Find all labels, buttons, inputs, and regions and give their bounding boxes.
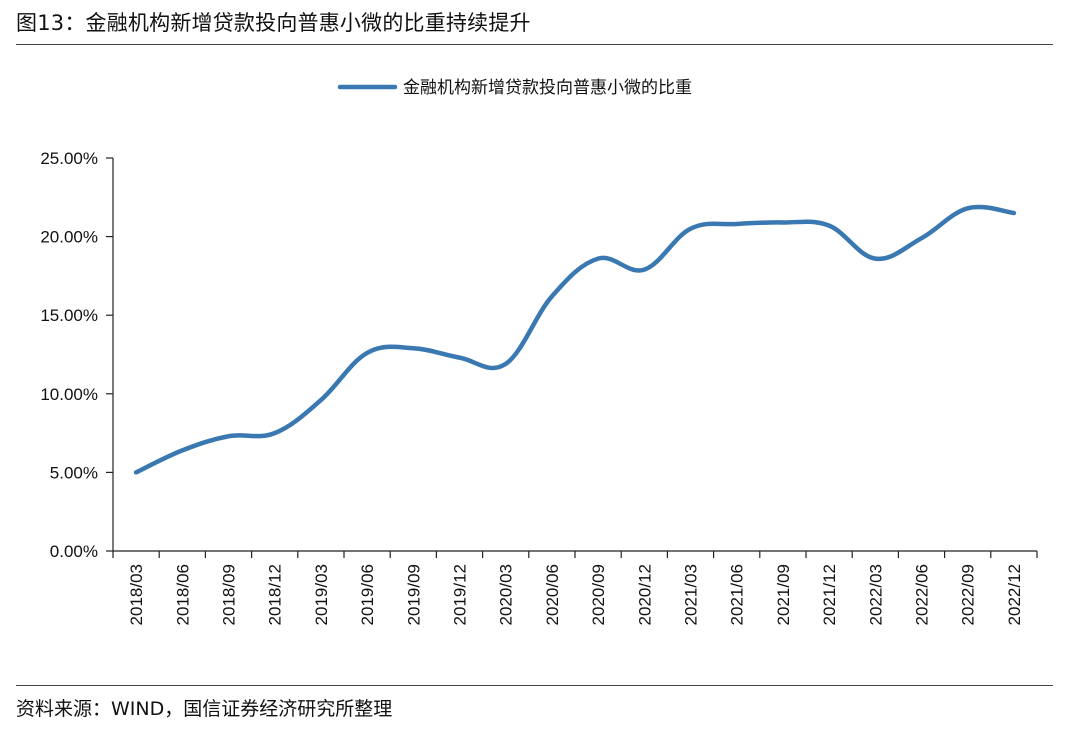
chart-legend: 金融机构新增贷款投向普惠小微的比重 [337, 78, 692, 98]
x-tick-label: 2021/03 [682, 564, 701, 625]
y-tick-label: 25.00% [40, 149, 98, 168]
x-tick-label: 2020/03 [497, 564, 516, 625]
y-tick-label: 0.00% [50, 542, 98, 561]
data-point [550, 294, 554, 298]
data-point [919, 236, 923, 240]
data-point [596, 256, 600, 260]
x-tick-label: 2022/06 [913, 564, 932, 625]
data-point [873, 256, 877, 260]
x-tick-label: 2018/12 [266, 564, 285, 625]
x-tick-label: 2019/12 [451, 564, 470, 625]
data-point [226, 434, 230, 438]
y-axis: 0.00% 5.00% 10.00% 15.00% 20.00% 25.00% [40, 149, 114, 561]
x-tick-label: 2021/12 [820, 564, 839, 625]
x-tick-label: 2020/09 [589, 564, 608, 625]
y-tick-label: 10.00% [40, 385, 98, 404]
x-tick-label: 2018/06 [173, 564, 192, 625]
figure-title: 图13：金融机构新增贷款投向普惠小微的比重持续提升 [16, 11, 531, 35]
data-point [180, 448, 184, 452]
data-point [966, 206, 970, 210]
x-tick-label: 2020/12 [635, 564, 654, 625]
data-point [457, 355, 461, 359]
x-tick-label: 2022/09 [959, 564, 978, 625]
data-point [1012, 211, 1016, 215]
series-layer [133, 204, 1017, 475]
data-point [365, 351, 369, 355]
data-point [642, 267, 646, 271]
x-tick-label: 2022/12 [1005, 564, 1024, 625]
x-tick-label: 2022/03 [866, 564, 885, 625]
y-tick-label: 20.00% [40, 228, 98, 247]
top-rule [16, 44, 1053, 45]
data-point [411, 346, 415, 350]
x-tick-label: 2020/06 [543, 564, 562, 625]
x-tick-label: 2018/03 [127, 564, 146, 625]
x-axis: 2018/03 2018/06 2018/09 2018/12 2019/03 2019/… [112, 550, 1038, 625]
x-tick-label: 2018/09 [220, 564, 239, 625]
x-tick-label: 2019/06 [358, 564, 377, 625]
data-point [827, 223, 831, 227]
data-point [273, 431, 277, 435]
legend-label: 金融机构新增贷款投向普惠小微的比重 [403, 78, 692, 98]
y-tick-label: 5.00% [50, 463, 98, 482]
data-point [781, 220, 785, 224]
bottom-rule [16, 685, 1053, 686]
x-tick-label: 2021/06 [728, 564, 747, 625]
y-tick-label: 15.00% [40, 306, 98, 325]
data-point [134, 470, 138, 474]
x-tick-label: 2019/09 [404, 564, 423, 625]
data-point [319, 398, 323, 402]
data-point [504, 362, 508, 366]
data-point [735, 222, 739, 226]
data-point [688, 227, 692, 231]
x-tick-label: 2019/03 [312, 564, 331, 625]
series-line [133, 204, 1017, 475]
x-tick-label: 2021/09 [774, 564, 793, 625]
source-note: 资料来源：WIND，国信证券经济研究所整理 [16, 698, 393, 720]
